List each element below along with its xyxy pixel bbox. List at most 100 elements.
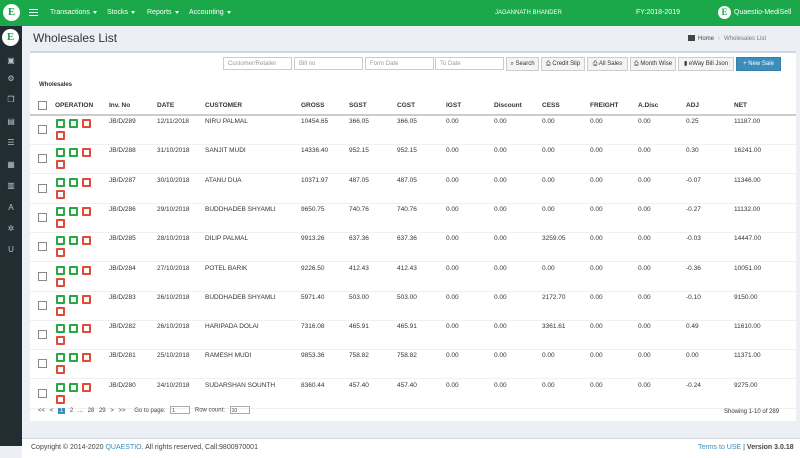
edit-button[interactable] (56, 177, 65, 187)
credit-slip-button[interactable]: ⎙ Credit Slip (541, 57, 585, 71)
goto-page-select[interactable]: 1 (170, 406, 191, 414)
delete-button[interactable] (82, 177, 91, 187)
row-checkbox[interactable] (38, 242, 47, 252)
row-checkbox[interactable] (38, 388, 47, 398)
transport-button[interactable] (56, 306, 65, 316)
delete-button[interactable] (82, 148, 91, 158)
table-icon[interactable]: ▦ (7, 160, 15, 169)
delete-button[interactable] (82, 324, 91, 334)
delete-button[interactable] (82, 353, 91, 363)
first-page-button[interactable]: << (38, 407, 46, 414)
transport-button[interactable] (56, 218, 65, 228)
brand-name[interactable]: Quaestio-MediSell (734, 9, 792, 16)
col-adisc[interactable]: A.Disc (638, 102, 659, 109)
transport-button[interactable] (56, 131, 65, 140)
transport-button[interactable] (56, 394, 65, 404)
col-igst[interactable]: IGST (446, 102, 462, 109)
print-button[interactable] (69, 119, 78, 128)
transport-button[interactable] (56, 248, 65, 258)
menu-accounting[interactable]: Accounting (189, 0, 231, 26)
print-button[interactable] (69, 236, 78, 246)
row-checkbox[interactable] (38, 330, 47, 340)
settings-icon[interactable]: ⚙ (7, 74, 15, 83)
company-link[interactable]: QUAESTIO (105, 444, 142, 451)
dashboard-icon[interactable]: ▣ (7, 56, 15, 65)
from-date-input[interactable]: Form Date (365, 57, 434, 70)
select-all-checkbox[interactable] (38, 101, 47, 110)
row-checkbox[interactable] (38, 154, 47, 164)
new-sale-button[interactable]: + New Sale (736, 57, 781, 71)
print-button[interactable] (69, 177, 78, 187)
col-sgst[interactable]: SGST (349, 102, 367, 109)
delete-button[interactable] (82, 119, 91, 128)
page-28-button[interactable]: 28 (87, 407, 95, 414)
edit-button[interactable] (56, 353, 65, 363)
col-cess[interactable]: CESS (542, 102, 560, 109)
transport-button[interactable] (56, 336, 65, 346)
menu-stocks[interactable]: Stocks (107, 0, 136, 26)
last-page-button[interactable]: >> (118, 407, 126, 414)
delete-button[interactable] (82, 294, 91, 304)
col-customer[interactable]: CUSTOMER (205, 102, 243, 109)
to-date-input[interactable]: To Date (435, 57, 504, 70)
next-page-button[interactable]: > (110, 407, 114, 414)
document-icon[interactable]: ▤ (7, 117, 15, 126)
row-checkbox[interactable] (38, 183, 47, 193)
row-count-select[interactable]: 10 (229, 406, 250, 414)
col-cgst[interactable]: CGST (397, 102, 416, 109)
delete-button[interactable] (82, 206, 91, 216)
bill-no-input[interactable]: Bill no (294, 57, 363, 70)
delete-button[interactable] (82, 382, 91, 392)
menu-reports[interactable]: Reports (147, 0, 179, 26)
terms-link[interactable]: Terms to USE (698, 444, 742, 451)
col-discount[interactable]: Discount (494, 102, 522, 109)
col-net[interactable]: NET (734, 102, 747, 109)
row-checkbox[interactable] (38, 300, 47, 310)
prev-page-button[interactable]: < (49, 407, 54, 414)
col-date[interactable]: DATE (157, 102, 175, 109)
row-checkbox[interactable] (38, 271, 47, 281)
print-button[interactable] (69, 206, 78, 216)
month-wise-button[interactable]: ⎙ Month Wise (630, 57, 676, 71)
search-button[interactable]: ⌕ Search (506, 57, 539, 71)
menu-transactions[interactable]: Transactions (50, 0, 97, 26)
eway-bill-json-button[interactable]: ▮ eWay Bill Json (678, 57, 734, 71)
transport-button[interactable] (56, 365, 65, 375)
col-freight[interactable]: FREIGHT (590, 102, 619, 109)
row-checkbox[interactable] (38, 125, 47, 134)
list-icon[interactable]: ☰ (7, 138, 15, 147)
gear-icon[interactable]: ✲ (7, 224, 15, 233)
menu-toggle-icon[interactable] (29, 9, 38, 16)
print-button[interactable] (69, 324, 78, 334)
font-icon[interactable]: A (8, 203, 14, 212)
user-icon[interactable]: U (8, 245, 14, 254)
transport-button[interactable] (56, 160, 65, 170)
print-button[interactable] (69, 265, 78, 275)
app-logo[interactable]: E (3, 4, 20, 21)
transport-button[interactable] (56, 277, 65, 287)
page-1-button[interactable]: 1 (57, 407, 66, 414)
all-sales-button[interactable]: ⎙ All Sales (587, 57, 628, 71)
edit-button[interactable] (56, 294, 65, 304)
row-checkbox[interactable] (38, 212, 47, 222)
edit-button[interactable] (56, 236, 65, 246)
edit-button[interactable] (56, 148, 65, 158)
col-adj[interactable]: ADJ (686, 102, 700, 109)
col-inv-no[interactable]: Inv. No (109, 102, 131, 109)
page-2-button[interactable]: 2 (69, 407, 74, 414)
bank-icon[interactable]: ▥ (7, 181, 15, 190)
print-button[interactable] (69, 148, 78, 158)
page-29-button[interactable]: 29 (98, 407, 106, 414)
delete-button[interactable] (82, 265, 91, 275)
print-button[interactable] (69, 294, 78, 304)
edit-button[interactable] (56, 382, 65, 392)
col-gross[interactable]: GROSS (301, 102, 325, 109)
row-checkbox[interactable] (38, 359, 47, 369)
transport-button[interactable] (56, 189, 65, 199)
delete-button[interactable] (82, 236, 91, 246)
edit-button[interactable] (56, 206, 65, 216)
sidebar-logo[interactable]: E (2, 29, 19, 46)
print-button[interactable] (69, 353, 78, 363)
user-name[interactable]: JAGANNATH BHANDER (495, 10, 562, 16)
print-button[interactable] (69, 382, 78, 392)
